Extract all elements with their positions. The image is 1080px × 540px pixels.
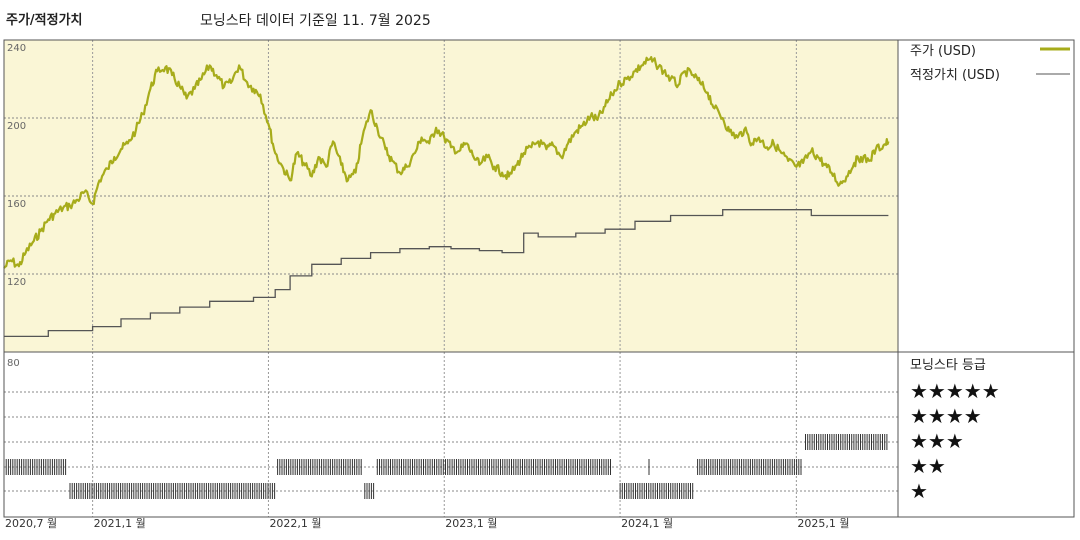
rating-level-3: ★★★ [910, 429, 964, 453]
x-tick-label: 2024,1 월 [621, 517, 673, 530]
rating-bar-1-star [364, 483, 375, 499]
data-date-caption: 모닝스타 데이터 기준일 11. 7월 2025 [200, 13, 431, 29]
series-layer [3, 56, 890, 338]
fair-value-line [4, 209, 889, 338]
y-tick-label: 120 [7, 277, 26, 288]
rating-title: 모닝스타 등급 [910, 358, 986, 373]
rating-bar-1-star [69, 483, 276, 499]
rating-bars [3, 434, 888, 499]
rating-panel-grid [4, 352, 898, 517]
y-tick-label: 200 [7, 121, 26, 132]
rating-bar-2-star [3, 459, 67, 475]
price-legend: 주가 (USD) [910, 44, 1070, 59]
price-line [3, 56, 890, 269]
chart-title: 주가/적정가치 [6, 13, 83, 28]
y-tick-label: 160 [7, 199, 26, 210]
rating-bar-2-star [697, 459, 802, 475]
x-tick-label: 2021,1 월 [94, 517, 146, 530]
rating-level-2: ★★ [910, 454, 946, 478]
price-panel-background [4, 40, 898, 352]
x-tick-label: 2022,1 월 [269, 517, 321, 530]
y-tick-label: 240 [7, 43, 26, 54]
rating-bar-1-star [619, 483, 694, 499]
price-panel-grid [4, 40, 898, 352]
x-tick-labels: 2020,7 월 2021,1 월 2022,1 월 2023,1 월 2024,1 월… [5, 517, 849, 530]
rating-bar-3-star [805, 434, 888, 450]
rating-bar-2-star [376, 459, 611, 475]
rating-panel-ytick: 80 [7, 358, 20, 369]
x-tick-label: 2025,1 월 [797, 517, 849, 530]
rating-level-1: ★ [910, 479, 928, 503]
fair-value-legend-label: 적정가치 (USD) [910, 68, 1000, 83]
price-legend-label: 주가 (USD) [910, 44, 976, 59]
rating-level-5: ★★★★★ [910, 379, 1000, 403]
rating-bar-2-star [277, 459, 362, 475]
y-tick-labels: 120 160 200 240 [7, 43, 26, 288]
x-tick-label: 2023,1 월 [445, 517, 497, 530]
outer-frame [3, 39, 1075, 518]
fair-value-legend: 적정가치 (USD) [910, 68, 1070, 83]
x-tick-label: 2020,7 월 [5, 517, 57, 530]
rating-level-4: ★★★★ [910, 404, 982, 428]
